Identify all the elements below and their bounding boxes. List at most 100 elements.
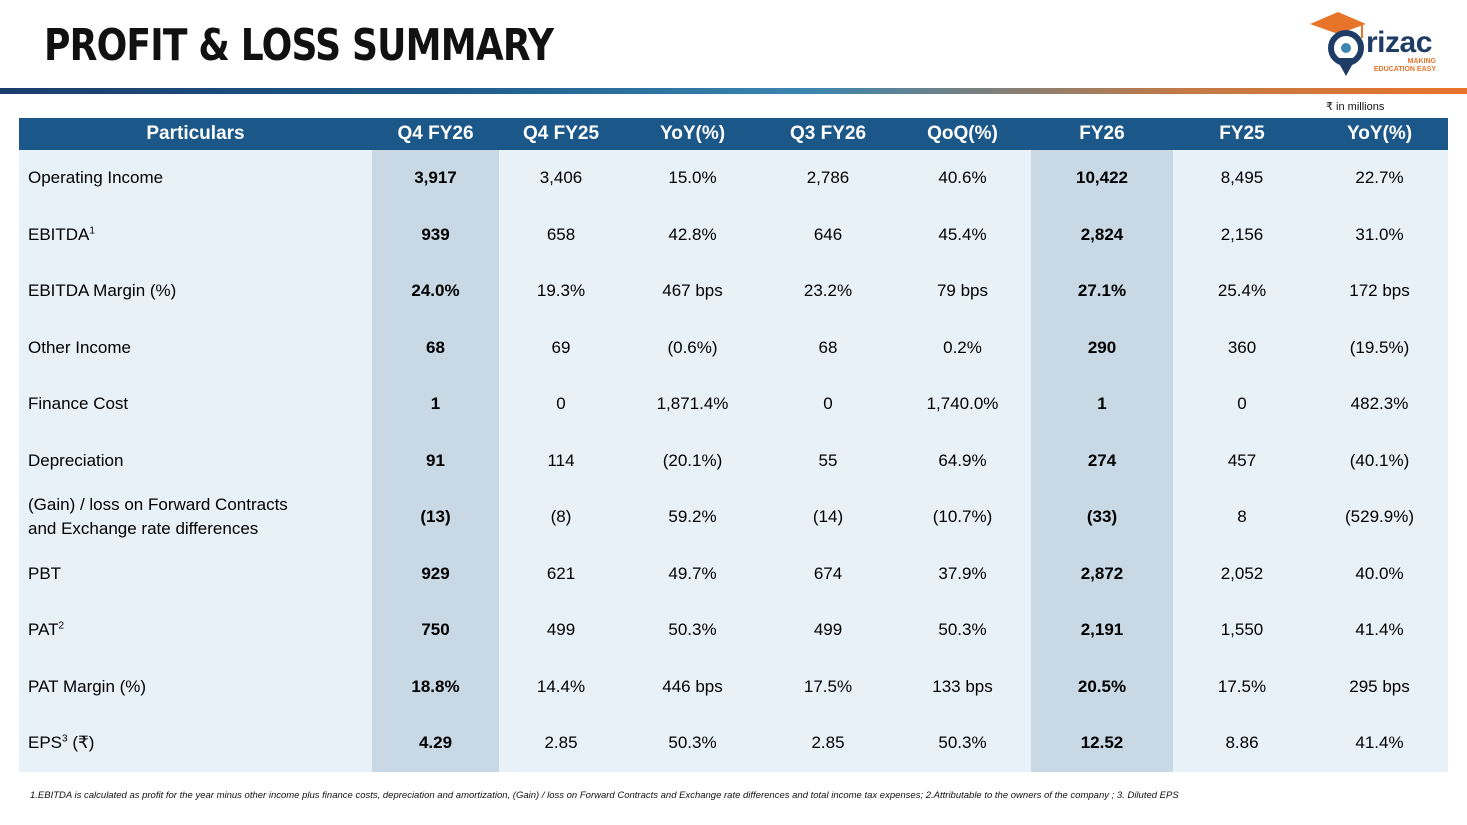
row-label: PBT [19, 545, 372, 602]
table-cell: (13) [372, 489, 499, 546]
column-header: Q4 FY25 [499, 118, 623, 150]
table-cell: 172 bps [1311, 263, 1448, 320]
table-cell: 55 [762, 432, 894, 489]
table-row: EBITDA1 939 658 42.8% 646 45.4% 2,824 2,156 31.0… [19, 206, 1448, 263]
table-row: Other Income 68 69 (0.6%) 68 0.2% 290 360 (19.5%… [19, 319, 1448, 376]
footnote: 1.EBITDA is calculated as profit for the… [30, 790, 1179, 801]
row-label: PAT2 [19, 602, 372, 659]
table-cell: (19.5%) [1311, 319, 1448, 376]
table-cell: 8 [1173, 489, 1311, 546]
column-header: YoY(%) [1311, 118, 1448, 150]
row-label: EPS3 (₹) [19, 715, 372, 772]
table-cell: 2.85 [499, 715, 623, 772]
table-cell: 14.4% [499, 658, 623, 715]
table-cell: 674 [762, 545, 894, 602]
table-cell: 360 [1173, 319, 1311, 376]
table-cell: 2,052 [1173, 545, 1311, 602]
table-cell: 446 bps [623, 658, 762, 715]
table-cell: 15.0% [623, 150, 762, 207]
table-cell: 8.86 [1173, 715, 1311, 772]
table-row: Operating Income 3,917 3,406 15.0% 2,786 40.6… [19, 150, 1448, 207]
table-cell: (0.6%) [623, 319, 762, 376]
profit-loss-table: Particulars Q4 FY26 Q4 FY25 YoY(%) Q3 FY26 Qo… [19, 118, 1448, 772]
company-logo: rizac MAKING EDUCATION EASY [1300, 8, 1450, 80]
row-label: EBITDA1 [19, 206, 372, 263]
row-label: Other Income [19, 319, 372, 376]
table-cell: 20.5% [1031, 658, 1173, 715]
row-label: EBITDA Margin (%) [19, 263, 372, 320]
table-cell: 37.9% [894, 545, 1031, 602]
table-cell: 939 [372, 206, 499, 263]
table-cell: 3,917 [372, 150, 499, 207]
table-row: Finance Cost 1 0 1,871.4% 0 1,740.0% 1 0 482.3% [19, 376, 1448, 433]
table-cell: 22.7% [1311, 150, 1448, 207]
table-cell: 18.8% [372, 658, 499, 715]
table-cell: 41.4% [1311, 602, 1448, 659]
table-row: PBT 929 621 49.7% 674 37.9% 2,872 2,052 40.0% [19, 545, 1448, 602]
table-row: (Gain) / loss on Forward Contracts and Ex… [19, 489, 1448, 546]
table-cell: 0.2% [894, 319, 1031, 376]
table-cell: 68 [762, 319, 894, 376]
logo-tagline: MAKING EDUCATION EASY [1373, 58, 1436, 73]
table-cell: 17.5% [762, 658, 894, 715]
table-cell: 69 [499, 319, 623, 376]
row-label: Depreciation [19, 432, 372, 489]
column-header: QoQ(%) [894, 118, 1031, 150]
column-header: YoY(%) [623, 118, 762, 150]
table-row: EPS3 (₹) 4.29 2.85 50.3% 2.85 50.3% 12.52 8.86 4… [19, 715, 1448, 772]
table-cell: 23.2% [762, 263, 894, 320]
table-cell: 64.9% [894, 432, 1031, 489]
header-divider [0, 88, 1467, 94]
logo-wordmark: rizac [1366, 26, 1432, 59]
table-cell: 50.3% [894, 602, 1031, 659]
table-cell: 24.0% [372, 263, 499, 320]
table-cell: 295 bps [1311, 658, 1448, 715]
unit-note: ₹ in millions [1326, 101, 1385, 113]
table-cell: 79 bps [894, 263, 1031, 320]
table-cell: 59.2% [623, 489, 762, 546]
table-cell: 41.4% [1311, 715, 1448, 772]
table-cell: 68 [372, 319, 499, 376]
table-cell: 50.3% [623, 715, 762, 772]
table-cell: 45.4% [894, 206, 1031, 263]
table-cell: 621 [499, 545, 623, 602]
column-header: Q4 FY26 [372, 118, 499, 150]
table-row: EBITDA Margin (%) 24.0% 19.3% 467 bps 23.2% 7… [19, 263, 1448, 320]
table-cell: 10,422 [1031, 150, 1173, 207]
table-cell: 27.1% [1031, 263, 1173, 320]
table-cell: 1 [1031, 376, 1173, 433]
page-title: PROFIT & LOSS SUMMARY [44, 20, 554, 71]
column-header: FY25 [1173, 118, 1311, 150]
table-cell: 0 [762, 376, 894, 433]
table-cell: 1,740.0% [894, 376, 1031, 433]
table-cell: 40.6% [894, 150, 1031, 207]
table-cell: 50.3% [894, 715, 1031, 772]
table-cell: 17.5% [1173, 658, 1311, 715]
row-label: (Gain) / loss on Forward Contracts and Ex… [19, 489, 372, 546]
table-cell: 750 [372, 602, 499, 659]
table-cell: 1 [372, 376, 499, 433]
table-cell: 25.4% [1173, 263, 1311, 320]
table-cell: 467 bps [623, 263, 762, 320]
table-cell: 31.0% [1311, 206, 1448, 263]
row-label: Operating Income [19, 150, 372, 207]
table-cell: 133 bps [894, 658, 1031, 715]
table-cell: 42.8% [623, 206, 762, 263]
table-cell: 499 [499, 602, 623, 659]
table-cell: 2.85 [762, 715, 894, 772]
table-cell: (8) [499, 489, 623, 546]
table-cell: 0 [1173, 376, 1311, 433]
table-cell: 646 [762, 206, 894, 263]
column-header: Q3 FY26 [762, 118, 894, 150]
table-cell: 50.3% [623, 602, 762, 659]
table-cell: 929 [372, 545, 499, 602]
graduation-cap-icon [1310, 12, 1366, 76]
table-cell: 2,872 [1031, 545, 1173, 602]
column-header: FY26 [1031, 118, 1173, 150]
row-label: PAT Margin (%) [19, 658, 372, 715]
table-row: PAT Margin (%) 18.8% 14.4% 446 bps 17.5% 133 … [19, 658, 1448, 715]
table-cell: 290 [1031, 319, 1173, 376]
table-row: Depreciation 91 114 (20.1%) 55 64.9% 274 457 (40… [19, 432, 1448, 489]
table-cell: 658 [499, 206, 623, 263]
table-cell: 40.0% [1311, 545, 1448, 602]
